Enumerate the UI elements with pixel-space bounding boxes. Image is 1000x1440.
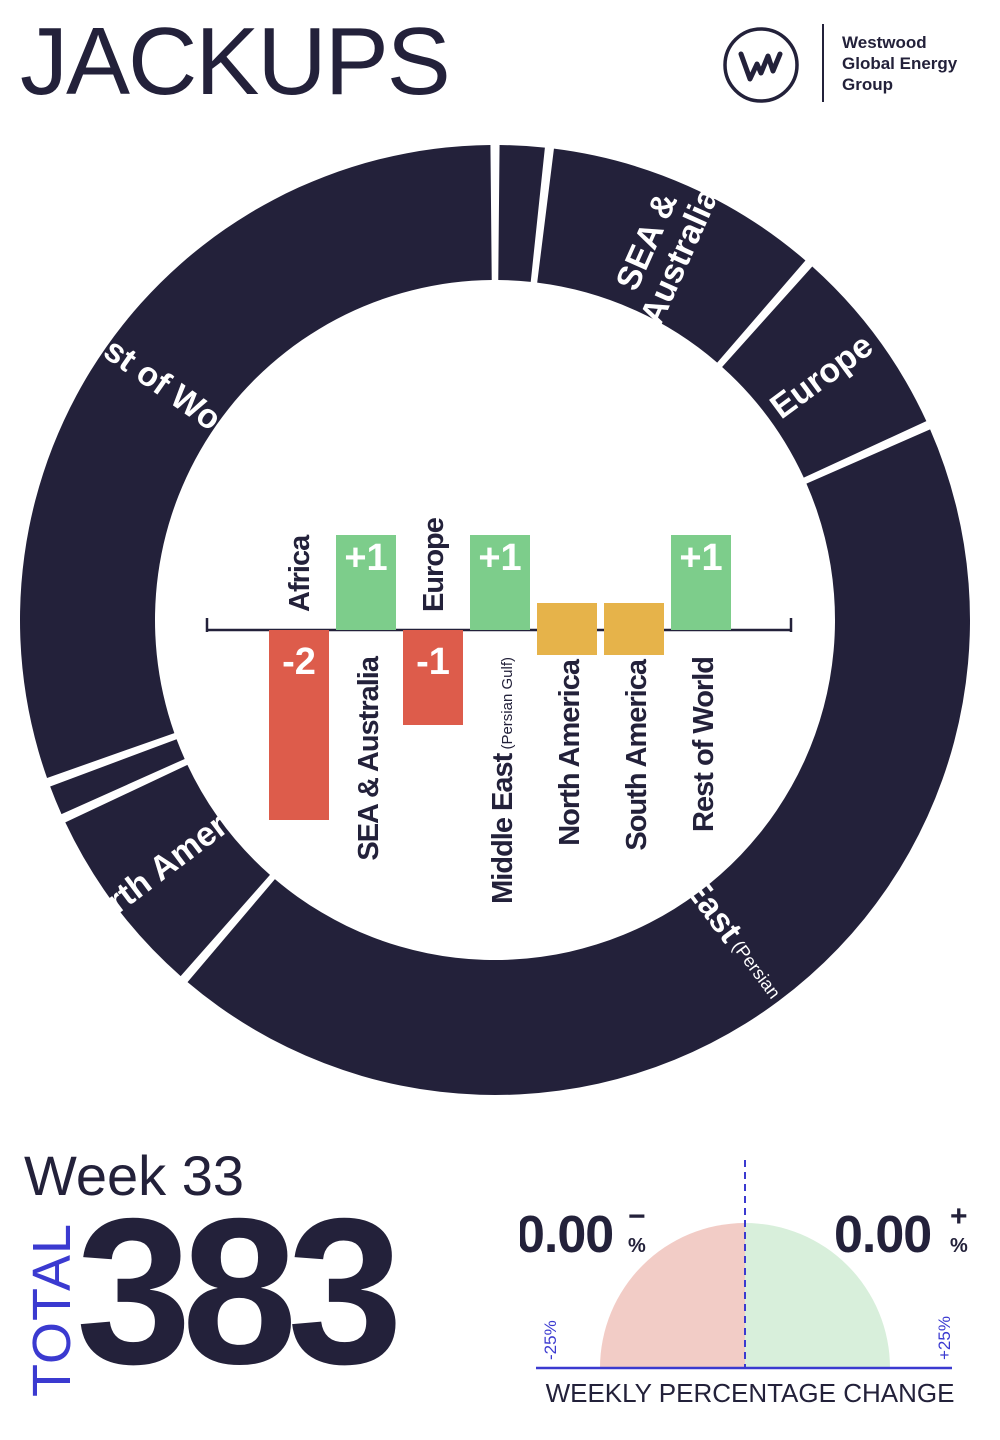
donut-segment-europe [722,266,927,478]
gauge-positive-sign: + [950,1200,968,1233]
bar-category-label: Middle East (Persian Gulf) [487,657,519,904]
bar-category-label: South America [621,658,653,850]
gauge-min-label: -25% [541,1320,560,1360]
brand-name-line: Westwood [842,33,927,52]
bar-middle-east [470,535,530,630]
bar-value-label: -1 [416,641,450,683]
gauge-negative-unit: % [628,1235,646,1257]
bar-value-label: +1 [478,537,521,579]
donut-segment-middle-east [187,429,970,1095]
bar-value-label: -2 [282,641,316,683]
gauge-negative-sign: − [628,1200,646,1233]
weekly-change-gauge: 0.00 − % 0.00 + % -25% +25% WEEKLY PERCE… [520,1160,968,1408]
bar-sea-and-australia [336,535,396,630]
bar-europe [403,630,463,725]
bar-south-america [604,603,664,655]
gauge-positive-half [745,1223,890,1368]
gauge-max-label: +25% [935,1316,954,1360]
total-value: 383 [76,1176,403,1408]
gauge-positive-unit: % [950,1235,968,1257]
bar-rest-of-world [671,535,731,630]
total-label: TOTAL [22,1222,82,1398]
brand-block: Westwood Global Energy Group [722,24,982,104]
bar-category-label: SEA & Australia [353,655,385,861]
bar-category-label: Europe [418,517,450,612]
bar-category-label: Africa [284,534,316,612]
brand-name: Westwood Global Energy Group [842,32,957,95]
bar-north-america [537,603,597,655]
page-title: JACKUPS [20,8,451,115]
bar-africa [269,630,329,820]
brand-name-line: Group [842,75,893,94]
gauge-negative-half [600,1223,745,1368]
donut-segment-north-america [65,764,270,977]
brand-name-line: Global Energy [842,54,958,73]
bar-value-label: +1 [679,537,722,579]
donut-segment-sea-and-australia [537,148,806,363]
bar-category-label: North America [554,658,586,846]
gauge-positive-value: 0.00 [834,1206,931,1264]
donut-segment-rest-of-world [20,145,492,778]
gauge-negative-value: 0.00 [520,1206,613,1264]
week-label: Week 33 [24,1144,244,1207]
donut-segment-africa [498,145,545,282]
donut-segment-south-america [50,739,185,815]
bar-value-label: +1 [344,537,387,579]
brand-divider [822,24,824,102]
bar-category-label: Rest of World [688,657,720,832]
gauge-caption: WEEKLY PERCENTAGE CHANGE [546,1378,955,1408]
w-monogram-circle-icon [723,27,799,103]
